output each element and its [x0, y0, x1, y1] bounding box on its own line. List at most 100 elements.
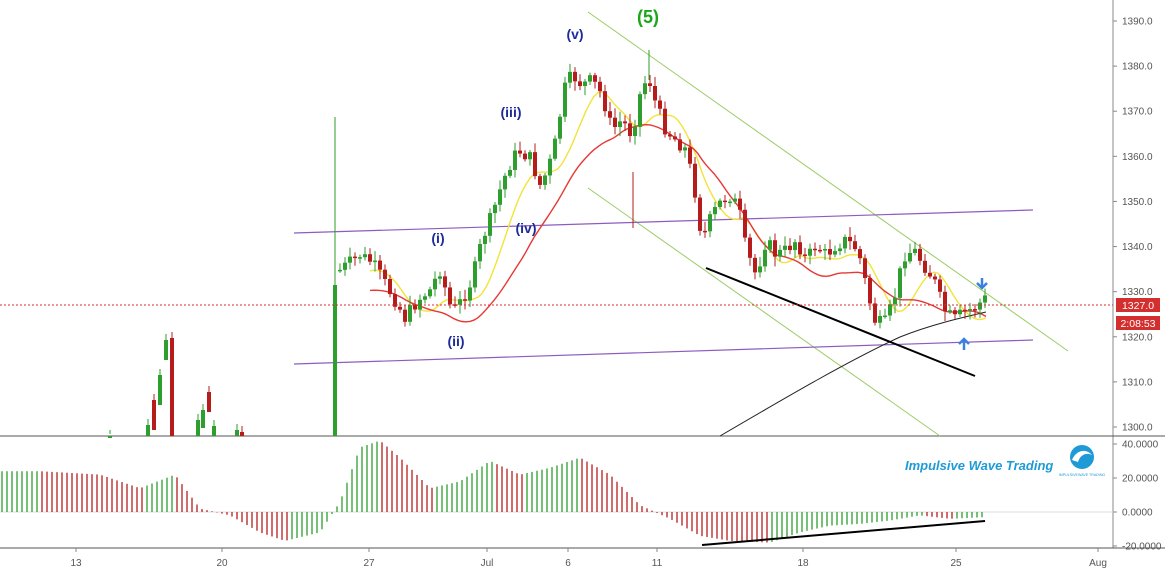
candle-body: [788, 245, 792, 251]
price-tick-label: 1330.0: [1122, 287, 1153, 298]
wave-label-ii: (ii): [447, 333, 464, 349]
candle-body: [473, 261, 477, 288]
channel-lines: [293, 11, 1069, 437]
countdown-label: 2:08:53: [1120, 318, 1155, 330]
candle-body: [758, 266, 762, 273]
candle-body: [628, 123, 632, 137]
candle-body: [913, 248, 917, 253]
candle-body: [196, 420, 200, 436]
time-tick-label: 20: [216, 558, 228, 569]
candle-body: [878, 316, 882, 323]
wave-label-v: (v): [566, 26, 583, 42]
candle-body: [235, 430, 239, 436]
price-tick-label: 1300.0: [1122, 423, 1153, 434]
osc-tick-label: -20.0000: [1122, 542, 1162, 553]
candle-body: [843, 236, 847, 249]
candle-body: [713, 207, 717, 215]
candle-body: [393, 294, 397, 307]
candle-body: [968, 309, 972, 311]
price-tick-label: 1390.0: [1122, 17, 1153, 28]
arrow-up-icon: [958, 337, 970, 350]
candle-body: [413, 305, 417, 310]
candle-body: [593, 75, 597, 82]
candle-body: [868, 277, 872, 304]
candle-body: [928, 272, 932, 277]
candle-body: [388, 278, 392, 295]
candle-body: [553, 138, 557, 159]
candle-body: [463, 299, 467, 301]
candle-body: [853, 241, 857, 250]
candle-body: [613, 117, 617, 127]
candle-body: [408, 305, 412, 322]
arrow-down-icon: [976, 278, 988, 290]
candle-body: [703, 230, 707, 233]
candle-body: [778, 249, 782, 257]
candle-body: [793, 242, 797, 251]
time-tick-label: 13: [70, 558, 82, 569]
candle-body: [528, 152, 532, 160]
price-tick-label: 1310.0: [1122, 377, 1153, 388]
candle-body: [152, 400, 156, 430]
candle-body: [823, 248, 827, 251]
candle-body: [893, 297, 897, 305]
candle-body: [653, 86, 657, 101]
price-tick-label: 1380.0: [1122, 62, 1153, 73]
candle-body: [728, 201, 732, 204]
candle-body: [618, 121, 622, 127]
candle-body: [638, 94, 642, 127]
candle-body: [633, 126, 637, 137]
candle-body: [813, 248, 817, 251]
candle-body: [973, 309, 977, 311]
candle-body: [773, 240, 777, 257]
range-lower-line: [293, 339, 1034, 365]
candle-body: [513, 150, 517, 170]
candle-body: [478, 244, 482, 262]
candle-body: [383, 269, 387, 279]
brand-text: Impulsive Wave Trading: [905, 458, 1053, 473]
current-price-tag: [1116, 298, 1160, 312]
candle-body: [603, 91, 607, 112]
candle-body: [648, 83, 652, 87]
candlesticks: [108, 50, 987, 438]
wave-label-iv: (iv): [516, 220, 537, 236]
channel-lower-line: [587, 187, 941, 437]
candle-body: [433, 278, 437, 290]
candle-body: [443, 276, 447, 288]
candle-body: [428, 289, 432, 297]
osc-trendline: [701, 520, 986, 546]
time-tick-label: 18: [797, 558, 809, 569]
candle-body: [453, 304, 457, 306]
candle-body: [458, 299, 462, 305]
candle-body: [748, 237, 752, 258]
candle-body: [164, 340, 168, 360]
candle-body: [498, 189, 502, 205]
time-tick-label: Aug: [1089, 558, 1107, 569]
candle-body: [493, 204, 497, 214]
range-upper-line: [293, 209, 1034, 234]
price-tick-label: 1370.0: [1122, 107, 1153, 118]
price-tick-label: 1340.0: [1122, 242, 1153, 253]
candle-body: [201, 410, 205, 428]
candle-body: [983, 295, 987, 303]
candle-body: [978, 302, 982, 310]
candle-body: [958, 309, 962, 315]
candle-body: [348, 256, 352, 263]
candle-body: [503, 175, 507, 190]
current-price-label: 1327.0: [1122, 300, 1154, 312]
candle-body: [673, 136, 677, 140]
price-trendline: [705, 267, 976, 377]
candle-body: [563, 82, 567, 117]
oscillator-axis: 40.0000 20.0000 0.0000 -20.0000: [1113, 440, 1162, 553]
candle-body: [353, 256, 357, 259]
candle-body: [733, 198, 737, 202]
wave-logo-icon: IMPULSIVEWAVE TRADING: [1059, 445, 1105, 477]
candle-body: [403, 309, 407, 322]
candle-body: [818, 249, 822, 252]
candle-body: [608, 111, 612, 118]
time-axis: 13 20 27 Jul 6 11 18 25 Aug: [70, 548, 1107, 569]
price-axis: 1390.0 1380.0 1370.0 1360.0 1350.0 1340.0 1330…: [1113, 17, 1153, 434]
candle-body: [908, 252, 912, 262]
price-tick-label: 1360.0: [1122, 152, 1153, 163]
candle-body: [543, 175, 547, 185]
